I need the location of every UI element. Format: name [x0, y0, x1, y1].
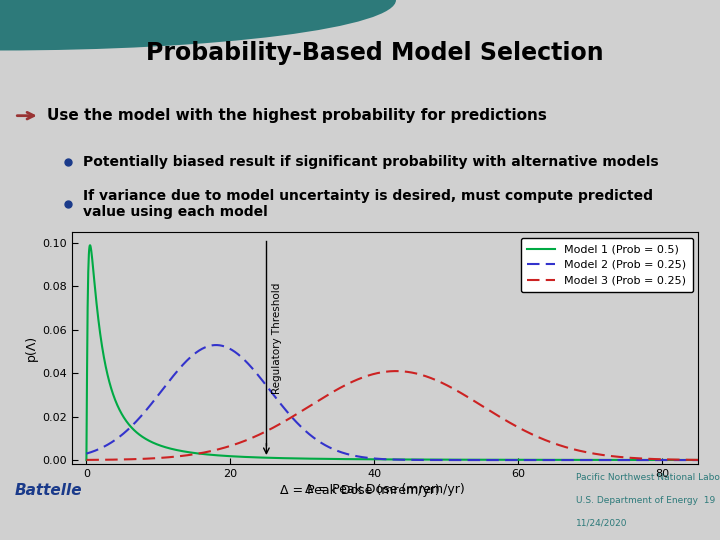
Wedge shape — [0, 0, 396, 51]
X-axis label: Δ = Peak Dose (mrem/yr): Δ = Peak Dose (mrem/yr) — [305, 483, 465, 496]
Y-axis label: p(Λ): p(Λ) — [25, 335, 38, 361]
Text: Pacific Northwest National Laboratory: Pacific Northwest National Laboratory — [576, 474, 720, 482]
Text: 11/24/2020: 11/24/2020 — [576, 519, 628, 528]
Text: U.S. Department of Energy  19: U.S. Department of Energy 19 — [576, 496, 715, 505]
Text: Battelle: Battelle — [14, 483, 82, 498]
Text: If variance due to model uncertainty is desired, must compute predicted
value us: If variance due to model uncertainty is … — [83, 189, 653, 219]
Text: Regulatory Threshold: Regulatory Threshold — [272, 283, 282, 394]
Text: Probability-Based Model Selection: Probability-Based Model Selection — [145, 41, 603, 65]
Text: Use the model with the highest probability for predictions: Use the model with the highest probabili… — [47, 108, 546, 123]
Text: Potentially biased result if significant probability with alternative models: Potentially biased result if significant… — [83, 155, 658, 169]
Legend: Model 1 (Prob = 0.5), Model 2 (Prob = 0.25), Model 3 (Prob = 0.25): Model 1 (Prob = 0.5), Model 2 (Prob = 0.… — [521, 238, 693, 292]
Text: Δ = Peak Dose (mrem/yr): Δ = Peak Dose (mrem/yr) — [280, 484, 440, 497]
